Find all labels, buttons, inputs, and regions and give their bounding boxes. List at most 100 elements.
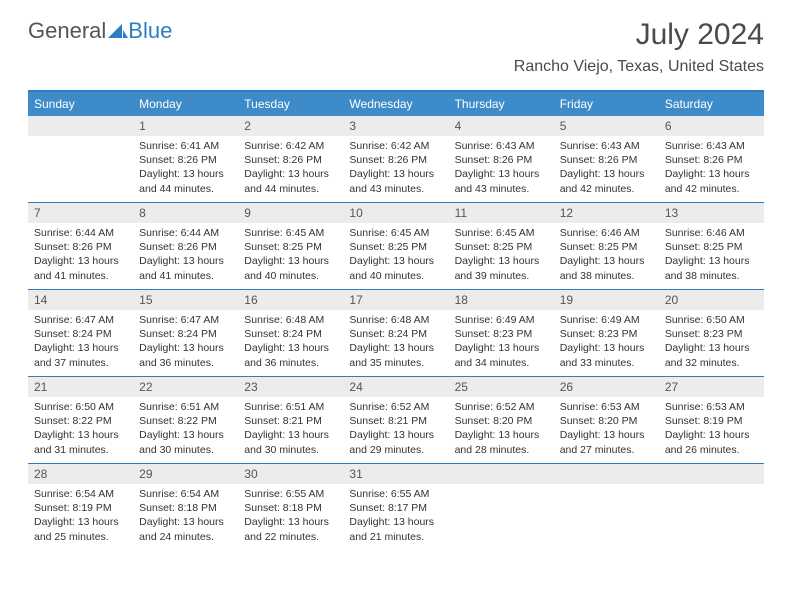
calendar: Sunday Monday Tuesday Wednesday Thursday…: [28, 90, 764, 550]
day-number: 24: [343, 377, 448, 397]
logo-sail-icon: [108, 18, 128, 44]
empty-day-header: [28, 116, 133, 136]
day-number: 28: [28, 464, 133, 484]
day-number: 3: [343, 116, 448, 136]
day-info: Sunrise: 6:44 AMSunset: 8:26 PMDaylight:…: [133, 223, 238, 289]
day-number: 8: [133, 203, 238, 223]
day-cell: 20Sunrise: 6:50 AMSunset: 8:23 PMDayligh…: [659, 290, 764, 376]
day-cell: 31Sunrise: 6:55 AMSunset: 8:17 PMDayligh…: [343, 464, 448, 550]
day-cell: 28Sunrise: 6:54 AMSunset: 8:19 PMDayligh…: [28, 464, 133, 550]
day-info: Sunrise: 6:45 AMSunset: 8:25 PMDaylight:…: [238, 223, 343, 289]
day-info: Sunrise: 6:42 AMSunset: 8:26 PMDaylight:…: [238, 136, 343, 202]
day-info: Sunrise: 6:54 AMSunset: 8:19 PMDaylight:…: [28, 484, 133, 550]
weeks-container: 1Sunrise: 6:41 AMSunset: 8:26 PMDaylight…: [28, 116, 764, 550]
month-title: July 2024: [514, 18, 764, 52]
day-info: Sunrise: 6:51 AMSunset: 8:22 PMDaylight:…: [133, 397, 238, 463]
day-cell: 24Sunrise: 6:52 AMSunset: 8:21 PMDayligh…: [343, 377, 448, 463]
day-cell: [554, 464, 659, 550]
day-info: Sunrise: 6:54 AMSunset: 8:18 PMDaylight:…: [133, 484, 238, 550]
day-cell: 1Sunrise: 6:41 AMSunset: 8:26 PMDaylight…: [133, 116, 238, 202]
day-cell: 8Sunrise: 6:44 AMSunset: 8:26 PMDaylight…: [133, 203, 238, 289]
day-info: Sunrise: 6:53 AMSunset: 8:20 PMDaylight:…: [554, 397, 659, 463]
day-info: Sunrise: 6:55 AMSunset: 8:17 PMDaylight:…: [343, 484, 448, 550]
day-cell: 30Sunrise: 6:55 AMSunset: 8:18 PMDayligh…: [238, 464, 343, 550]
day-cell: 18Sunrise: 6:49 AMSunset: 8:23 PMDayligh…: [449, 290, 554, 376]
day-cell: 26Sunrise: 6:53 AMSunset: 8:20 PMDayligh…: [554, 377, 659, 463]
day-number: 26: [554, 377, 659, 397]
week-row: 1Sunrise: 6:41 AMSunset: 8:26 PMDaylight…: [28, 116, 764, 202]
day-info: Sunrise: 6:45 AMSunset: 8:25 PMDaylight:…: [343, 223, 448, 289]
day-number: 5: [554, 116, 659, 136]
day-info: Sunrise: 6:50 AMSunset: 8:22 PMDaylight:…: [28, 397, 133, 463]
day-cell: [659, 464, 764, 550]
week-row: 21Sunrise: 6:50 AMSunset: 8:22 PMDayligh…: [28, 376, 764, 463]
title-block: July 2024 Rancho Viejo, Texas, United St…: [514, 18, 764, 76]
day-number: 1: [133, 116, 238, 136]
day-info: Sunrise: 6:48 AMSunset: 8:24 PMDaylight:…: [238, 310, 343, 376]
day-number: 23: [238, 377, 343, 397]
day-cell: 9Sunrise: 6:45 AMSunset: 8:25 PMDaylight…: [238, 203, 343, 289]
week-row: 28Sunrise: 6:54 AMSunset: 8:19 PMDayligh…: [28, 463, 764, 550]
day-cell: 29Sunrise: 6:54 AMSunset: 8:18 PMDayligh…: [133, 464, 238, 550]
weekday-header: Sunday: [28, 92, 133, 116]
day-number: 12: [554, 203, 659, 223]
day-cell: 22Sunrise: 6:51 AMSunset: 8:22 PMDayligh…: [133, 377, 238, 463]
day-cell: 15Sunrise: 6:47 AMSunset: 8:24 PMDayligh…: [133, 290, 238, 376]
day-info: Sunrise: 6:50 AMSunset: 8:23 PMDaylight:…: [659, 310, 764, 376]
day-cell: 12Sunrise: 6:46 AMSunset: 8:25 PMDayligh…: [554, 203, 659, 289]
day-number: 25: [449, 377, 554, 397]
day-cell: 17Sunrise: 6:48 AMSunset: 8:24 PMDayligh…: [343, 290, 448, 376]
empty-day-header: [554, 464, 659, 484]
day-cell: 5Sunrise: 6:43 AMSunset: 8:26 PMDaylight…: [554, 116, 659, 202]
day-number: 6: [659, 116, 764, 136]
day-cell: [28, 116, 133, 202]
day-cell: 10Sunrise: 6:45 AMSunset: 8:25 PMDayligh…: [343, 203, 448, 289]
day-number: 17: [343, 290, 448, 310]
day-info: Sunrise: 6:49 AMSunset: 8:23 PMDaylight:…: [554, 310, 659, 376]
day-info: Sunrise: 6:47 AMSunset: 8:24 PMDaylight:…: [28, 310, 133, 376]
day-info: Sunrise: 6:52 AMSunset: 8:20 PMDaylight:…: [449, 397, 554, 463]
day-number: 11: [449, 203, 554, 223]
day-number: 15: [133, 290, 238, 310]
weekday-header: Friday: [554, 92, 659, 116]
day-cell: 21Sunrise: 6:50 AMSunset: 8:22 PMDayligh…: [28, 377, 133, 463]
day-number: 14: [28, 290, 133, 310]
day-info: Sunrise: 6:43 AMSunset: 8:26 PMDaylight:…: [554, 136, 659, 202]
day-number: 22: [133, 377, 238, 397]
day-info: Sunrise: 6:46 AMSunset: 8:25 PMDaylight:…: [659, 223, 764, 289]
day-info: Sunrise: 6:42 AMSunset: 8:26 PMDaylight:…: [343, 136, 448, 202]
day-number: 10: [343, 203, 448, 223]
day-number: 4: [449, 116, 554, 136]
day-info: Sunrise: 6:49 AMSunset: 8:23 PMDaylight:…: [449, 310, 554, 376]
day-number: 19: [554, 290, 659, 310]
day-number: 20: [659, 290, 764, 310]
day-cell: 13Sunrise: 6:46 AMSunset: 8:25 PMDayligh…: [659, 203, 764, 289]
day-info: Sunrise: 6:52 AMSunset: 8:21 PMDaylight:…: [343, 397, 448, 463]
empty-day-header: [659, 464, 764, 484]
day-number: 9: [238, 203, 343, 223]
day-number: 13: [659, 203, 764, 223]
day-cell: 19Sunrise: 6:49 AMSunset: 8:23 PMDayligh…: [554, 290, 659, 376]
logo-text-general: General: [28, 18, 106, 44]
day-cell: [449, 464, 554, 550]
day-number: 16: [238, 290, 343, 310]
day-info: Sunrise: 6:43 AMSunset: 8:26 PMDaylight:…: [659, 136, 764, 202]
day-cell: 2Sunrise: 6:42 AMSunset: 8:26 PMDaylight…: [238, 116, 343, 202]
week-row: 7Sunrise: 6:44 AMSunset: 8:26 PMDaylight…: [28, 202, 764, 289]
day-info: Sunrise: 6:47 AMSunset: 8:24 PMDaylight:…: [133, 310, 238, 376]
day-number: 18: [449, 290, 554, 310]
day-number: 21: [28, 377, 133, 397]
day-cell: 3Sunrise: 6:42 AMSunset: 8:26 PMDaylight…: [343, 116, 448, 202]
location-text: Rancho Viejo, Texas, United States: [514, 58, 764, 76]
logo-text-blue: Blue: [128, 18, 172, 44]
weekday-header: Monday: [133, 92, 238, 116]
day-info: Sunrise: 6:55 AMSunset: 8:18 PMDaylight:…: [238, 484, 343, 550]
day-number: 29: [133, 464, 238, 484]
day-cell: 25Sunrise: 6:52 AMSunset: 8:20 PMDayligh…: [449, 377, 554, 463]
day-cell: 4Sunrise: 6:43 AMSunset: 8:26 PMDaylight…: [449, 116, 554, 202]
day-info: Sunrise: 6:53 AMSunset: 8:19 PMDaylight:…: [659, 397, 764, 463]
weekday-header: Saturday: [659, 92, 764, 116]
day-info: Sunrise: 6:46 AMSunset: 8:25 PMDaylight:…: [554, 223, 659, 289]
weekday-header: Thursday: [449, 92, 554, 116]
day-number: 2: [238, 116, 343, 136]
